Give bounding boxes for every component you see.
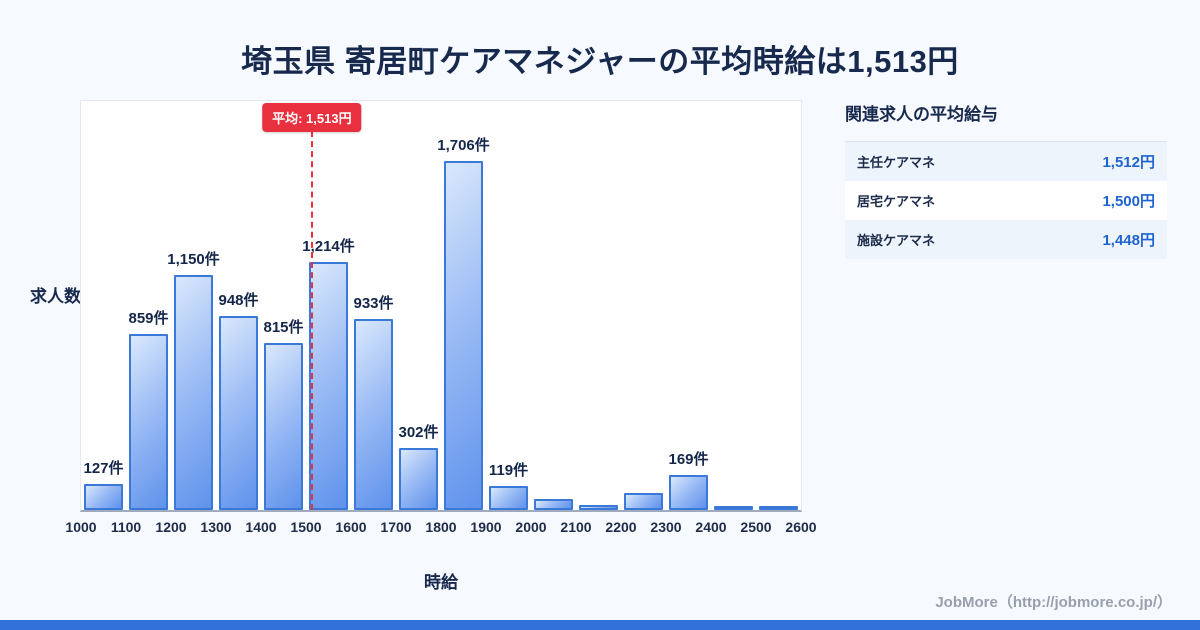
- footer-credit: JobMore（http://jobmore.co.jp/）: [935, 594, 1172, 611]
- histogram-bar: [398, 448, 439, 510]
- bar-value-label: 302件: [398, 424, 439, 442]
- average-line: [310, 131, 313, 510]
- bar-value-label: 948件: [218, 292, 259, 310]
- page-title: 埼玉県 寄居町ケアマネジャーの平均時給は1,513円: [241, 44, 959, 79]
- histogram-bar: [218, 316, 259, 510]
- bar-value-label: 859件: [128, 310, 169, 328]
- x-tick-label: 1400: [245, 519, 277, 535]
- x-tick-label: 1700: [380, 519, 412, 535]
- bar-value-label: 119件: [488, 461, 529, 479]
- side-panel: 関連求人の平均給与 主任ケアマネ 1,512円居宅ケアマネ 1,500円施設ケアマネ…: [845, 100, 1167, 259]
- bar-value-label: 127件: [83, 460, 124, 478]
- x-tick-label: 1000: [65, 519, 97, 535]
- histogram-bar: [173, 274, 214, 510]
- plot-area: 127件 859件 1,150件 948件 815件 1,214件 933件 302件 1,70…: [65, 100, 817, 535]
- side-panel-heading: 関連求人の平均給与: [845, 105, 998, 124]
- histogram-bar: [713, 506, 754, 510]
- x-tick-label: 1300: [200, 519, 232, 535]
- bar-value-label: 933件: [353, 295, 394, 313]
- x-tick-label: 2400: [695, 519, 727, 535]
- y-axis-label: 求人数: [30, 287, 81, 306]
- histogram-bar: [128, 334, 169, 510]
- salary-row: 主任ケアマネ 1,512円: [845, 142, 1167, 181]
- x-tick-label: 1600: [335, 519, 367, 535]
- x-tick-label: 2500: [740, 519, 772, 535]
- bar-value-label: 1,150件: [167, 250, 220, 268]
- bar-column: [711, 101, 756, 510]
- bar-column: 933件: [351, 101, 396, 510]
- salary-table: 主任ケアマネ 1,512円居宅ケアマネ 1,500円施設ケアマネ 1,448円: [845, 141, 1167, 259]
- histogram-bar: [263, 343, 304, 510]
- bottom-accent-bar: [0, 620, 1200, 630]
- x-tick-label: 1100: [110, 519, 142, 535]
- x-axis-ticks: 1000 1100 1200 1300 1400 1500 1600 1700 1800 1900…: [65, 510, 816, 540]
- bar-column: 1,214件: [302, 101, 355, 510]
- bar-column: 119件: [486, 101, 531, 510]
- x-tick-label: 2600: [785, 519, 817, 535]
- salary-label: 居宅ケアマネ: [857, 194, 936, 209]
- x-tick-label: 2300: [650, 519, 682, 535]
- x-tick-label: 1200: [155, 519, 187, 535]
- salary-label: 主任ケアマネ: [857, 155, 936, 170]
- bar-column: [621, 101, 666, 510]
- bar-value-label: 1,214件: [302, 237, 355, 255]
- bars: 127件 859件 1,150件 948件 815件 1,214件 933件 302件 1,70…: [81, 101, 801, 510]
- histogram-bar: [443, 161, 484, 510]
- bar-column: 948件: [216, 101, 261, 510]
- salary-value: 1,512円: [1102, 154, 1155, 171]
- histogram-bar: [353, 319, 394, 510]
- histogram-bar: [308, 261, 349, 510]
- x-tick-label: 2200: [605, 519, 637, 535]
- histogram-bar: [578, 504, 619, 510]
- histogram-bar: [533, 498, 574, 510]
- x-tick-label: 1800: [425, 519, 457, 535]
- bar-value-label: 815件: [263, 319, 304, 337]
- salary-label: 施設ケアマネ: [857, 233, 936, 248]
- histogram-bar: [668, 475, 709, 510]
- bar-column: 859件: [126, 101, 171, 510]
- bar-value-label: 169件: [668, 451, 709, 469]
- salary-value: 1,500円: [1102, 193, 1155, 210]
- bar-column: [531, 101, 576, 510]
- x-tick-label: 2100: [560, 519, 592, 535]
- bar-column: 127件: [81, 101, 126, 510]
- salary-row: 居宅ケアマネ 1,500円: [845, 181, 1167, 220]
- histogram-bar: [83, 484, 124, 510]
- salary-value: 1,448円: [1102, 232, 1155, 249]
- x-tick-label: 1900: [470, 519, 502, 535]
- bar-column: 1,150件: [167, 101, 220, 510]
- bar-column: 815件: [261, 101, 306, 510]
- bar-column: [756, 101, 801, 510]
- x-tick-label: 1500: [290, 519, 322, 535]
- x-tick-label: 2000: [515, 519, 547, 535]
- histogram-bar: [488, 485, 529, 510]
- bar-column: [576, 101, 621, 510]
- bar-column: 302件: [396, 101, 441, 510]
- histogram-bar: [758, 506, 799, 510]
- bar-column: 1,706件: [437, 101, 490, 510]
- histogram-bar: [623, 492, 664, 510]
- bar-column: 169件: [666, 101, 711, 510]
- average-badge: 平均: 1,513円: [262, 103, 362, 132]
- x-axis-label: 時給: [424, 573, 458, 592]
- salary-row: 施設ケアマネ 1,448円: [845, 220, 1167, 259]
- bar-value-label: 1,706件: [437, 137, 490, 155]
